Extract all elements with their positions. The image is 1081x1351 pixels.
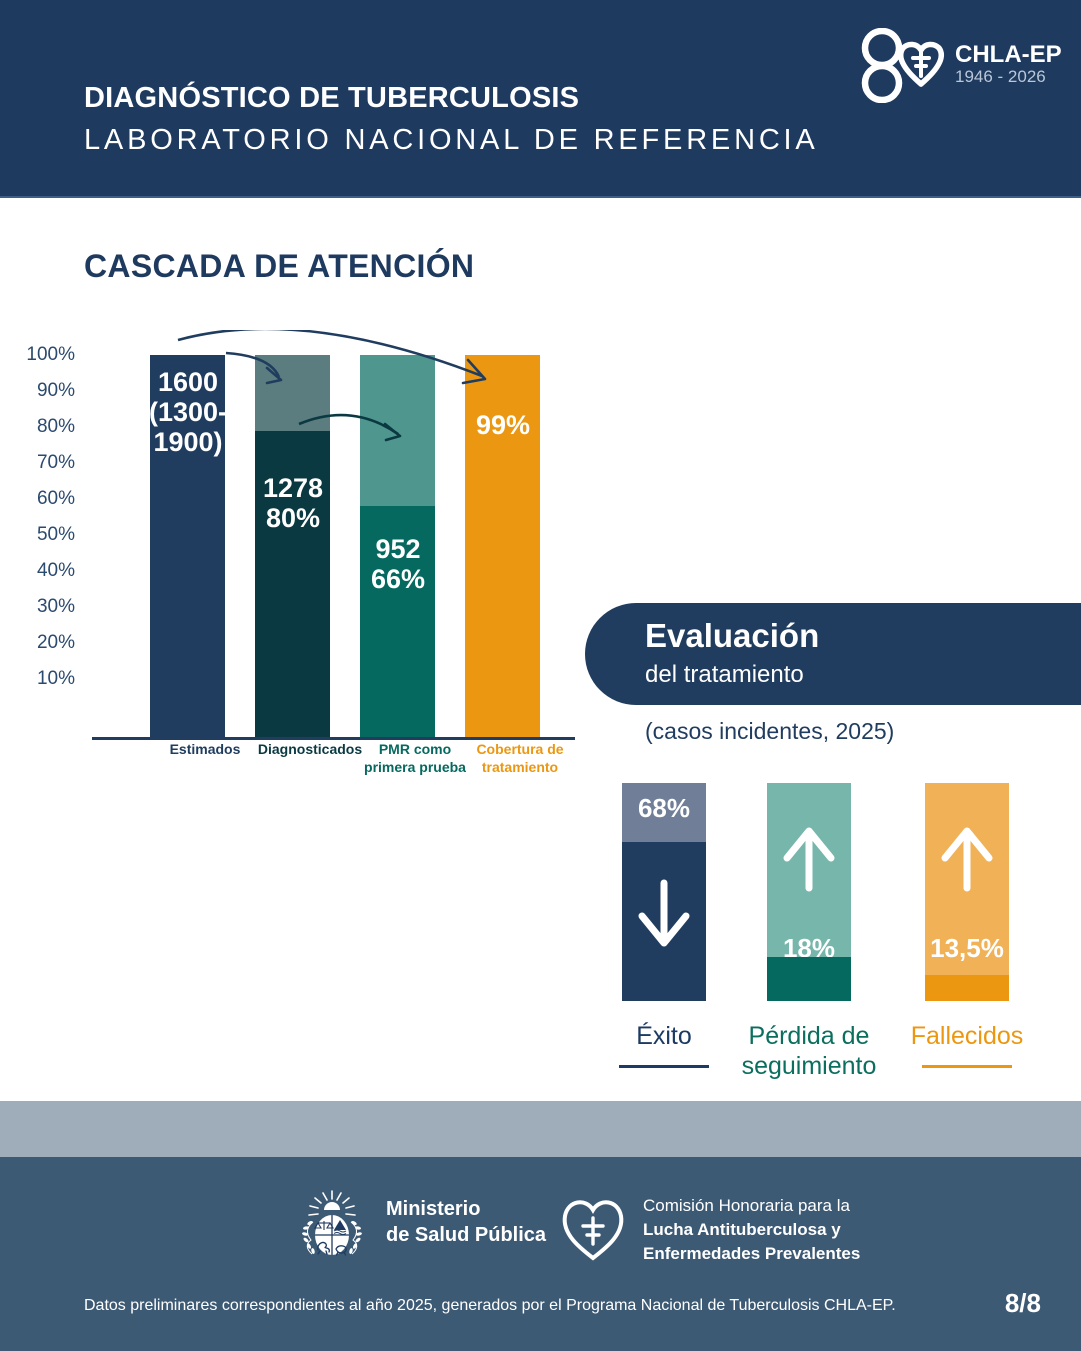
svg-text:CHLA-EP: CHLA-EP <box>955 41 1062 68</box>
svg-text:1946 - 2026: 1946 - 2026 <box>955 67 1046 86</box>
